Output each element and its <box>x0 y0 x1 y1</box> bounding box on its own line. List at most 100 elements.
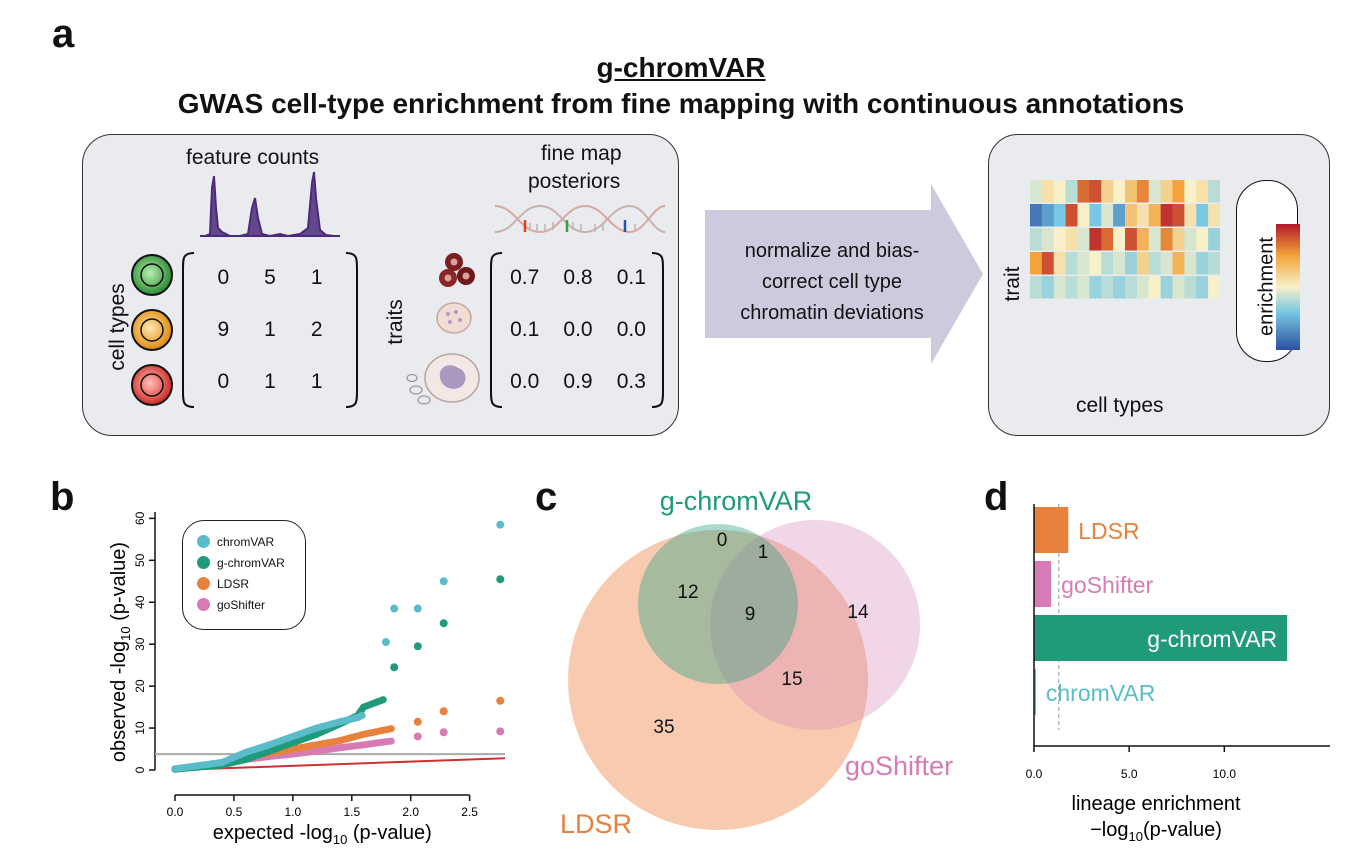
heatmap-cell <box>1125 276 1138 299</box>
heatmap-cell <box>1041 228 1055 251</box>
heatmap-cell <box>1160 276 1173 299</box>
panel-letter-b: b <box>50 475 75 519</box>
qq-point <box>381 638 390 647</box>
y-tick-label: 50 <box>133 553 147 567</box>
heatmap-cell <box>1148 180 1161 203</box>
process-arrow <box>705 184 983 364</box>
y-tick-label: 0 <box>133 766 147 773</box>
posteriors-label: posteriors <box>528 170 621 193</box>
qq-point <box>439 577 448 586</box>
platelet-icon <box>436 302 472 334</box>
dna-helix-icon <box>495 204 665 234</box>
bar-g-chromvar <box>1034 615 1288 661</box>
cell-icons <box>131 254 173 406</box>
posterior-matrix-brackets <box>490 252 664 408</box>
heatmap-cell <box>1172 252 1185 275</box>
panel-a-subtitle: GWAS cell-type enrichment from fine mapp… <box>177 88 1185 119</box>
x-axis-label-line1: lineage enrichment <box>1072 793 1241 815</box>
heatmap-cell <box>1160 204 1173 227</box>
heatmap-cell <box>1208 252 1220 275</box>
enrichment-heatmap <box>1030 180 1220 299</box>
heatmap-cell <box>1065 252 1078 275</box>
matrix-cell: 1 <box>310 370 323 393</box>
legend-label: g-chromVAR <box>217 555 285 570</box>
qq-point <box>413 717 422 726</box>
heatmap-cell <box>1136 228 1150 251</box>
heatmap-cell <box>1101 252 1114 275</box>
y-tick-label: 20 <box>133 679 147 693</box>
qq-curve-point <box>358 711 366 719</box>
heatmap-cell <box>1041 204 1055 227</box>
bar-label: g-chromVAR <box>1147 626 1277 652</box>
legend-item-ldsr: LDSR <box>197 573 305 594</box>
heatmap-cell <box>1030 228 1043 251</box>
heatmap-cell <box>1030 276 1043 299</box>
matrix-cell: 0.0 <box>616 318 646 341</box>
x-axis-label-line2: −log10(p-value) <box>1090 819 1222 844</box>
qq-curve-point <box>387 737 395 745</box>
legend-item-goshifter: goShifter <box>197 594 305 615</box>
legend-item-chromvar: chromVAR <box>197 531 305 552</box>
legend-dot <box>197 598 210 611</box>
heatmap-cell <box>1184 204 1197 227</box>
y-tick-label: 10 <box>133 721 147 735</box>
matrix-cell: 5 <box>264 266 276 289</box>
heatmap-cell <box>1196 228 1209 251</box>
matrix-cell: 0.0 <box>563 318 593 341</box>
megakaryocyte-icon <box>406 353 480 405</box>
venn-circle-goshifter <box>710 520 920 730</box>
heatmap-trait-label: trait <box>1001 266 1024 302</box>
heatmap-cell <box>1148 204 1161 227</box>
heatmap-cell <box>1065 204 1078 227</box>
x-tick-label: 5.0 <box>1121 767 1138 781</box>
heatmap-cell <box>1065 180 1078 203</box>
heatmap-cell <box>1196 252 1209 275</box>
bar-label: goShifter <box>1061 572 1153 598</box>
heatmap-cell <box>1041 252 1055 275</box>
x-tick-label: 2.5 <box>461 805 478 819</box>
arrow-text-line: correct cell type <box>761 271 903 293</box>
heatmap-cell <box>1184 228 1197 251</box>
legend-dot <box>197 535 210 548</box>
heatmap-cell <box>1208 204 1220 227</box>
x-tick-label: 2.0 <box>402 805 419 819</box>
heatmap-cell <box>1184 252 1197 275</box>
legend-dot <box>197 556 210 569</box>
heatmap-cell <box>1065 276 1078 299</box>
heatmap-cell <box>1053 228 1066 251</box>
qq-curve-point <box>387 725 395 733</box>
heatmap-cell <box>1113 276 1126 299</box>
qq-curve-point <box>379 696 387 704</box>
heatmap-cell-types-label: cell types <box>1076 394 1164 417</box>
qq-point <box>439 707 448 716</box>
heatmap-cell <box>1077 252 1090 275</box>
panel-letter-a: a <box>52 12 75 56</box>
legend-item-g-chromvar: g-chromVAR <box>197 552 305 573</box>
heatmap-cell <box>1196 180 1209 203</box>
heatmap-cell <box>1041 276 1055 299</box>
matrix-cell: 0.7 <box>510 266 540 289</box>
heatmap-cell <box>1053 252 1066 275</box>
heatmap-cell <box>1053 180 1066 203</box>
heatmap-cell <box>1136 276 1150 299</box>
venn-count: 0 <box>717 530 728 551</box>
matrix-cell: 0.1 <box>616 266 646 289</box>
panel-a-title: g-chromVAR <box>596 52 766 83</box>
heatmap-cell <box>1125 204 1138 227</box>
lineage-bar-chart: LDSR goShifter g-chromVAR chromVAR 0.0 5.0 10.… <box>1026 504 1330 844</box>
heatmap-cell <box>1089 228 1102 251</box>
heatmap-cell <box>1136 204 1150 227</box>
matrix-cell: 2 <box>310 318 323 341</box>
x-tick-label: 0.0 <box>167 805 184 819</box>
matrix-cell: 0.8 <box>563 266 593 289</box>
trait-icons <box>406 253 480 405</box>
qq-point <box>439 728 448 737</box>
heatmap-cell <box>1030 180 1043 203</box>
heatmap-cell <box>1113 180 1126 203</box>
qq-legend: chromVAR g-chromVAR LDSR goShifter <box>182 520 306 630</box>
qq-point <box>496 696 505 705</box>
heatmap-cell <box>1041 180 1055 203</box>
heatmap-cell <box>1101 180 1114 203</box>
qq-point <box>390 663 399 672</box>
matrix-cell: 9 <box>217 318 230 341</box>
